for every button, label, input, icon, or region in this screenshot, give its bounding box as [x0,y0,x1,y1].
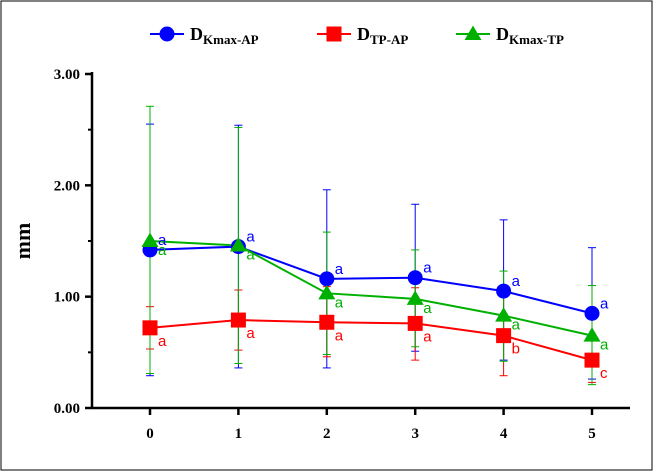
significance-label: a [335,294,344,311]
y-tick-label: 2.00 [54,178,80,194]
legend-entry-subscript: TP-AP [370,32,408,47]
significance-label: a [423,328,432,345]
significance-label: a [335,261,344,278]
legend-entry-main: D [190,24,203,44]
square-marker [326,26,342,42]
significance-label: a [246,325,255,342]
legend-entry: DTP-AP [357,24,408,47]
triangle-marker [229,236,247,252]
significance-label: a [246,229,255,246]
x-tick-label: 4 [500,426,508,442]
square-marker [142,320,158,336]
square-marker [584,352,600,368]
x-tick-label: 2 [323,426,331,442]
x-tick-label: 3 [411,426,419,442]
significance-label: c [600,365,608,382]
series-line [149,245,593,315]
triangle-marker [583,327,601,342]
series-line [149,240,593,337]
y-tick-label: 0.00 [54,401,80,417]
series-lines [149,240,593,362]
significance-label: a [246,246,255,263]
triangle-marker [141,232,159,247]
significance-label: a [600,337,609,354]
significance-label: a [600,295,609,312]
series-line [149,319,593,362]
circle-marker [407,270,423,286]
circle-marker [584,305,600,321]
y-axis-label: mm [10,223,35,260]
square-marker [230,312,246,328]
x-tick-label: 5 [588,426,596,442]
legend-entry: DKmax-AP [190,24,259,47]
legend-entry-subscript: Kmax-TP [509,32,564,47]
legend-entry-main: D [496,24,509,44]
significance-label: a [158,333,167,350]
legend-entry-subscript: Kmax-AP [203,32,259,47]
circle-marker [496,283,512,299]
circle-marker [319,271,335,287]
legend-entry: DKmax-TP [496,24,564,47]
triangle-marker [464,25,482,40]
square-marker [496,328,512,344]
triangle-marker [495,307,513,322]
axes: 0.00 1.00 2.00 3.00 0 1 2 3 4 5 mm [10,67,630,442]
y-tick-label: 3.00 [54,67,80,83]
triangle-marker [318,284,336,300]
significance-label: a [158,242,167,259]
circle-marker [159,26,175,42]
significance-label: a [423,300,432,317]
square-marker [407,315,423,331]
significance-label: b [512,341,520,358]
significance-label: a [423,260,432,277]
significance-label: a [335,327,344,344]
triangle-marker [406,290,424,305]
x-tick-label: 0 [146,426,154,442]
significance-label: a [512,317,521,334]
square-marker [319,314,335,330]
significance-label: a [512,273,521,290]
y-tick-label: 1.00 [54,290,80,306]
x-tick-label: 1 [235,426,243,442]
legend-entry-main: D [357,24,370,44]
legend: DKmax-AP DTP-AP DKmax-TP [150,24,564,47]
significance-label: a [158,232,167,249]
series-markers [141,232,601,368]
